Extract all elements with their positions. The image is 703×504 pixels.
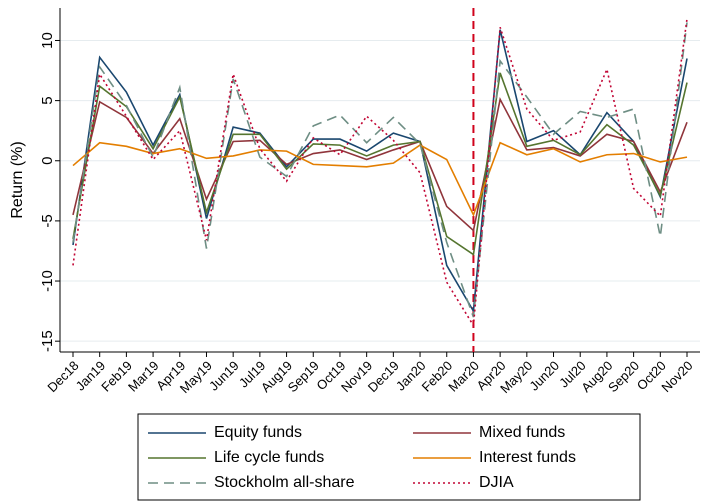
series-line — [72, 141, 688, 217]
legend-box — [137, 413, 641, 501]
legend-label: Equity funds — [214, 424, 302, 441]
y-tick-label: 5 — [39, 96, 56, 104]
legend-label: DJIA — [479, 474, 514, 491]
x-tick-label: Mar20 — [445, 358, 482, 395]
y-axis-label: Return (%) — [9, 141, 26, 218]
legend-label: Interest funds — [479, 449, 576, 466]
y-tick-label: 10 — [39, 32, 56, 49]
x-tick-label: Jun20 — [526, 358, 562, 394]
series-line — [72, 29, 688, 314]
x-tick-label: Sep20 — [605, 358, 642, 395]
y-tick-label: -5 — [39, 214, 56, 227]
series-line — [72, 18, 688, 329]
x-tick-label: Nov20 — [658, 358, 695, 395]
legend-label: Stockholm all-share — [214, 474, 355, 491]
series-line — [72, 97, 688, 233]
y-tick-label: 0 — [39, 157, 56, 165]
x-tick-label: Dec19 — [365, 358, 402, 395]
legend-label: Mixed funds — [479, 424, 565, 441]
y-tick-label: -15 — [39, 330, 56, 352]
x-tick-label: Jun19 — [206, 358, 242, 394]
x-tick-label: Sep19 — [285, 358, 322, 395]
legend-label: Life cycle funds — [214, 449, 324, 466]
y-tick-label: -10 — [39, 270, 56, 292]
series-line — [72, 72, 688, 256]
x-tick-label: Dec18 — [44, 358, 81, 395]
series-line — [72, 22, 688, 318]
x-tick-label: Mar19 — [125, 358, 162, 395]
